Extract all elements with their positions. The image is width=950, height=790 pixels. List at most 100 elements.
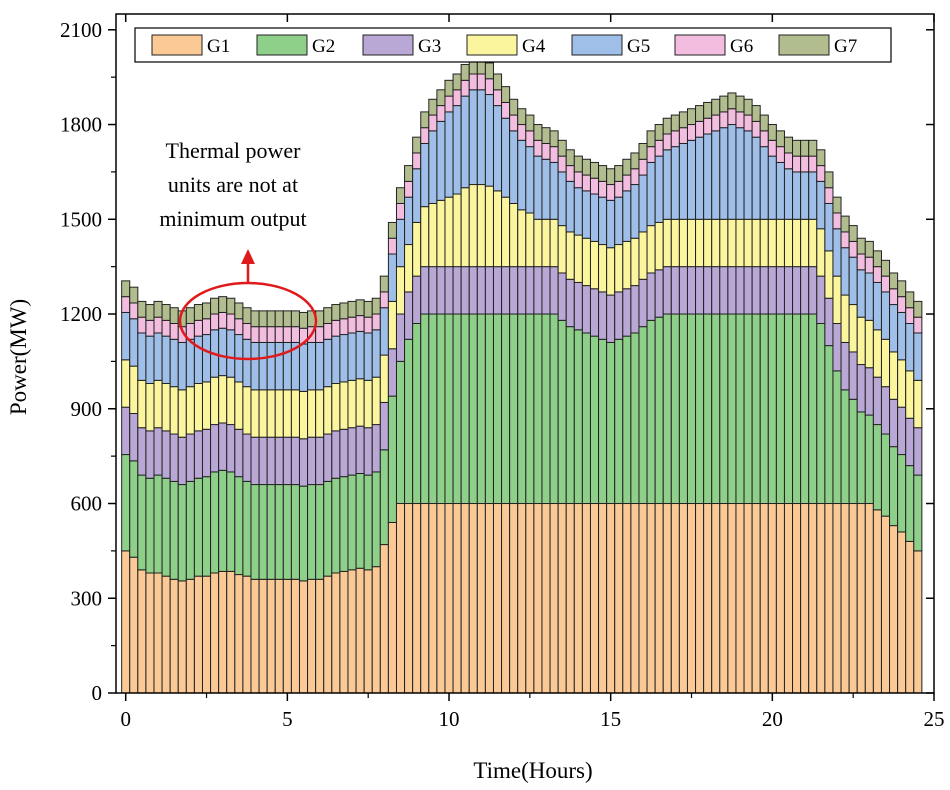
x-tick-label: 5 [282,707,293,731]
bar-segment-g2 [460,313,470,505]
bar-segment-g5 [800,171,810,220]
bar-segment-g2 [363,474,373,571]
bar-segment-g3 [428,266,438,315]
bar-segment-g1 [444,503,454,694]
bar-segment-g2 [792,313,802,505]
bar-segment-g7 [816,149,826,167]
bar-segment-g2 [169,480,179,580]
bar-segment-g2 [404,338,414,505]
bar-segment-g1 [719,503,729,694]
bar-segment-g5 [670,146,680,220]
bar-segment-g2 [161,477,171,577]
bar-segment-g5 [533,155,543,220]
bar-segment-g6 [210,313,220,331]
bar-segment-g3 [307,436,317,486]
bar-segment-g2 [678,313,688,505]
bar-segment-g6 [735,111,745,129]
bar-segment-g4 [686,218,697,268]
bar-segment-g4 [573,234,583,283]
bar-segment-g7 [759,114,769,132]
bar-segment-g2 [816,323,826,505]
bar-segment-g4 [404,244,414,293]
bar-segment-g5 [840,247,850,296]
bar-segment-g2 [412,323,422,505]
bar-segment-g3 [412,275,422,325]
bar-segment-g5 [727,124,737,220]
bar-segment-g3 [145,430,155,479]
bar-segment-g2 [129,460,139,558]
bar-segment-g6 [889,288,899,306]
bar-segment-g6 [864,256,874,274]
bar-segment-g7 [169,307,179,324]
bar-segment-g4 [703,218,713,268]
bar-segment-g7 [371,297,381,315]
bar-segment-g2 [298,485,309,582]
bar-segment-g6 [387,237,397,255]
bar-segment-g3 [347,427,357,476]
bar-segment-g1 [880,515,891,694]
bar-segment-g2 [711,313,721,505]
bar-segment-g4 [428,202,438,268]
bar-segment-g6 [339,318,349,336]
bar-segment-g7 [492,73,503,91]
bar-segment-g5 [258,341,268,391]
bar-segment-g2 [759,313,769,505]
bar-segment-g5 [363,332,373,381]
bar-segment-g3 [864,367,874,416]
bar-segment-g4 [905,370,915,419]
bar-segment-g3 [193,430,203,479]
bar-segment-g6 [824,187,834,204]
bar-segment-g5 [622,190,632,242]
bar-segment-g6 [743,114,753,132]
bar-segment-g7 [848,225,858,242]
bar-segment-g7 [379,275,389,293]
bar-segment-g5 [832,228,842,277]
bar-segment-g3 [614,291,624,340]
bar-segment-g3 [315,436,325,486]
axes-layer: 0 5 10 15 20 25 0 300 600 900 1200 1500 1800 2100 [60,13,945,731]
bar-segment-g4 [541,218,551,268]
bar-segment-g7 [614,165,624,182]
bar-segment-g7 [622,158,632,176]
bar-segment-g4 [331,383,341,432]
bar-segment-g4 [897,359,907,408]
bar-segment-g3 [525,266,535,315]
bar-segment-g6 [452,89,462,107]
bar-segment-g5 [129,318,139,367]
bar-segment-g4 [234,381,244,430]
bar-segment-g6 [630,168,640,186]
bar-segment-g1 [218,570,228,694]
bar-segment-g6 [541,142,551,160]
bar-segment-g2 [347,474,357,571]
bar-segment-g3 [622,288,632,337]
bar-segment-g1 [630,503,640,694]
bar-segment-g1 [201,575,212,694]
bar-segment-g3 [775,266,785,315]
bar-segment-g3 [218,422,228,471]
bar-segment-g3 [387,348,397,397]
bar-segment-g5 [323,338,333,388]
bar-segment-g3 [501,266,511,315]
bar-segment-g6 [848,240,858,258]
bar-segment-g2 [686,313,697,505]
bar-segment-g5 [121,311,131,361]
bar-segment-g4 [250,389,260,438]
bar-segment-g3 [492,266,503,315]
bar-segment-g7 [226,297,236,315]
bar-segment-g2 [218,469,228,572]
bar-segment-g4 [711,218,721,268]
bar-segment-g1 [800,503,810,694]
bar-segment-g5 [468,89,478,186]
bar-segment-g3 [379,401,389,451]
bar-segment-g1 [145,572,155,694]
bar-segment-g1 [226,570,236,694]
bar-segment-g2 [201,476,212,577]
bar-segment-g7 [129,286,139,304]
bar-segment-g4 [468,184,478,268]
bar-segment-g5 [792,171,802,220]
bar-segment-g6 [161,319,171,337]
bar-segment-g2 [315,484,325,580]
bar-segment-g4 [695,218,705,268]
bar-segment-g6 [404,180,414,198]
bar-segment-g6 [775,146,785,163]
